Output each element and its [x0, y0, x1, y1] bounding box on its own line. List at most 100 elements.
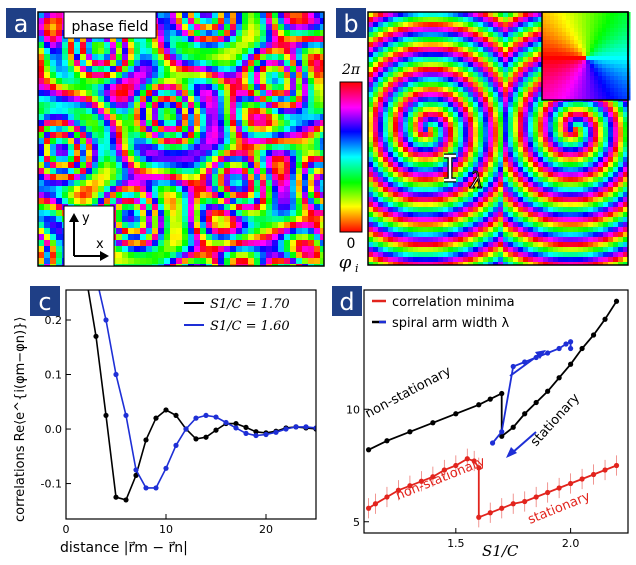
- data-point-d0: [579, 476, 585, 482]
- data-point-d0: [545, 489, 551, 496]
- data-point-d0: [476, 465, 482, 471]
- annotation-nonstationary-black: non-stationary: [363, 364, 454, 422]
- y-tick-label: 0.0: [45, 423, 63, 436]
- data-point-d1: [545, 388, 551, 394]
- panel-d-frame: [363, 289, 629, 534]
- chart-d-plot: [365, 298, 620, 528]
- data-point-1: [93, 274, 98, 279]
- data-point-d0: [464, 456, 470, 462]
- panel-d-letter: d: [339, 288, 354, 316]
- data-point-0: [93, 333, 99, 339]
- panel-d: 1.5 2.0 5 10 S1/C correlation minima spiral…: [332, 286, 629, 560]
- data-point-d0: [510, 501, 516, 507]
- data-point-d1: [487, 396, 493, 402]
- data-point-1: [283, 426, 289, 432]
- data-point-d1: [568, 361, 574, 367]
- data-point-0: [143, 437, 149, 443]
- data-point-d0: [372, 501, 379, 507]
- data-point-0: [243, 424, 249, 430]
- data-point-d1: [510, 424, 516, 430]
- lambda-label: λ: [469, 169, 484, 194]
- data-point-0: [193, 436, 199, 442]
- data-point-d0: [430, 474, 436, 480]
- data-point-1: [243, 430, 249, 436]
- arrow-down-blue-head: [506, 447, 517, 458]
- data-point-d2: [510, 363, 516, 370]
- legend-label-red: correlation minima: [392, 295, 515, 310]
- arrow-up-blue-head: [535, 350, 546, 359]
- phase-field-image: [38, 12, 324, 266]
- data-point-d0: [407, 483, 413, 489]
- data-point-d0: [395, 487, 402, 493]
- data-point-1: [163, 465, 169, 471]
- data-point-d0: [568, 480, 574, 487]
- data-point-d0: [499, 505, 505, 511]
- phase-field-label: phase field: [72, 19, 149, 35]
- data-point-d2: [556, 345, 562, 352]
- chart-c-plot: [87, 274, 316, 503]
- y-tick-label: -0.1: [41, 478, 62, 491]
- data-point-d1: [499, 390, 505, 397]
- arrow-up-blue: [509, 353, 541, 377]
- chart-c-ylabel: correlations Re⟨e^{i(φm−φn)}⟩: [13, 317, 28, 522]
- chart-c-xlabel: distance |r⃗m − r⃗n|: [60, 540, 188, 556]
- annotation-stationary-black: stationary: [528, 391, 583, 450]
- colorbar-gradient: [339, 81, 363, 233]
- data-point-d0: [441, 467, 447, 473]
- data-point-d2: [489, 440, 496, 446]
- data-point-0: [203, 434, 209, 440]
- data-point-1: [193, 415, 199, 421]
- annotation-nonstationary-red: non-stationary: [394, 454, 488, 504]
- panel-b-letter-box: [336, 8, 366, 38]
- data-point-1: [113, 371, 119, 378]
- data-point-1: [153, 485, 159, 491]
- axes-arrows: [73, 218, 104, 257]
- x-tick-label: 2.0: [562, 537, 580, 550]
- data-point-d1: [602, 316, 608, 322]
- data-point-1: [263, 431, 269, 438]
- data-point-d1: [522, 411, 528, 417]
- data-point-d0: [556, 485, 562, 491]
- phase-field-label-box: [63, 11, 157, 39]
- data-point-d1: [499, 433, 505, 439]
- colorbar-bottom-label: 0: [347, 236, 356, 252]
- chart-d-axes: 1.5 2.0 5 10: [346, 403, 579, 550]
- data-point-1: [233, 425, 239, 431]
- data-point-0: [113, 494, 119, 500]
- panel-a-letter: a: [14, 10, 29, 38]
- data-point-d0: [613, 462, 620, 469]
- data-point-d2: [499, 429, 505, 435]
- data-point-0: [253, 429, 259, 435]
- data-point-1: [223, 419, 229, 426]
- colorbar-top-label: 2π: [341, 62, 361, 78]
- panel-b-frame: [367, 11, 629, 266]
- x-tick-label: 10: [159, 523, 173, 536]
- data-point-d2: [568, 339, 574, 345]
- data-point-1: [273, 429, 279, 435]
- data-point-d0: [533, 494, 539, 500]
- data-point-0: [123, 497, 129, 503]
- y-tick-label: 5: [353, 516, 360, 529]
- data-point-1: [303, 424, 309, 430]
- chart-d-legend: correlation minima spiral arm width λ: [372, 295, 515, 331]
- data-point-d1: [476, 402, 482, 408]
- panel-d-letter-box: [332, 286, 362, 316]
- data-point-1: [133, 467, 139, 473]
- data-point-d2: [568, 345, 574, 352]
- series-line-d2: [491, 340, 572, 444]
- data-point-d2: [545, 350, 551, 356]
- x-tick-label: 0: [63, 523, 70, 536]
- data-point-d0: [590, 471, 597, 478]
- legend-label-arm: spiral arm width λ: [392, 316, 510, 331]
- panel-a-frame: [37, 11, 325, 267]
- panel-c-letter: c: [38, 288, 51, 316]
- data-point-d2: [563, 341, 569, 347]
- data-point-0: [213, 427, 219, 433]
- data-point-d0: [453, 462, 459, 469]
- data-point-d1: [579, 345, 585, 352]
- data-point-1: [183, 426, 189, 432]
- data-point-0: [163, 407, 169, 413]
- panel-c-frame: [65, 289, 317, 520]
- data-point-d0: [365, 505, 372, 511]
